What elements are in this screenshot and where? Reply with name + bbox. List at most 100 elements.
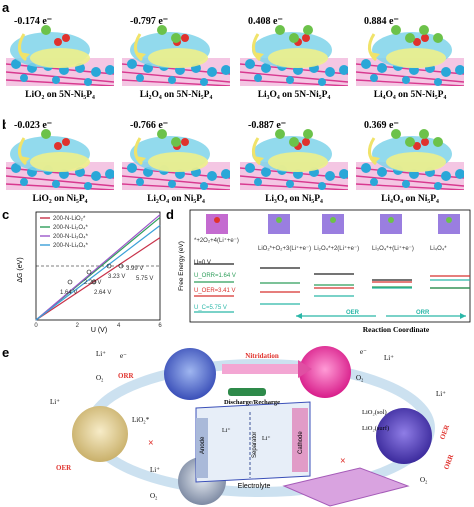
isosurface-render bbox=[6, 25, 114, 86]
isosurface-render bbox=[240, 25, 348, 86]
panel-b-charge: -0.766 e⁻ bbox=[130, 120, 169, 131]
d-thumb-atom bbox=[276, 217, 282, 223]
panel-a-caption: Li₂O₄ on 5N-Ni₅P₄ bbox=[139, 90, 213, 100]
li2o2-block bbox=[282, 467, 410, 507]
d-oer-arrowhead bbox=[296, 313, 302, 319]
panel-a-tile: -0.174 e⁻ bbox=[6, 14, 114, 86]
e-lio2-left: LiO₂* bbox=[132, 416, 150, 424]
e-lio2-sol: LiO₂(sol) bbox=[362, 409, 387, 416]
panel-a-tile: 0.884 e⁻ bbox=[356, 14, 464, 86]
panel-b-tile: 0.369 e⁻ bbox=[356, 118, 464, 190]
d-orr-label: ORR bbox=[416, 310, 430, 316]
car-icon bbox=[228, 388, 266, 396]
d-structure-thumb bbox=[322, 214, 344, 234]
d-oer-label: OER bbox=[346, 310, 360, 316]
d-orr-arrowhead bbox=[460, 313, 466, 319]
panel-a-charge: 0.884 e⁻ bbox=[364, 16, 399, 27]
panel-letter-e: e bbox=[2, 345, 10, 360]
panel-a-caption: Li₄O₄ on 5N-Ni₅P₄ bbox=[373, 90, 447, 100]
c-annot-2.29: 2.29 V bbox=[84, 280, 101, 286]
c-xtick: 4 bbox=[117, 323, 121, 329]
e-li-bottom: Li⁺ bbox=[150, 466, 160, 474]
e-e-top-left: e⁻ bbox=[120, 352, 127, 360]
panel-a-charge: -0.174 e⁻ bbox=[14, 16, 53, 27]
d-plot-frame bbox=[189, 209, 471, 323]
d-thumb-atom bbox=[388, 217, 394, 223]
c-xtick: 0 bbox=[34, 323, 38, 329]
panel-a-caption: Li₃O₄ on 5N-Ni₅P₄ bbox=[257, 90, 331, 100]
panel-b-tile: -0.887 e⁻ bbox=[240, 118, 348, 190]
d-legend-u0: U=0 V bbox=[194, 260, 211, 266]
d-level-0: *+2O₂+4(Li⁺+e⁻) bbox=[194, 237, 239, 244]
e-li-left: Li⁺ bbox=[50, 398, 60, 406]
e-o2-top-left: O₂ bbox=[96, 374, 104, 382]
panel-letter-b: b bbox=[2, 117, 10, 132]
panel-a-charge: 0.408 e⁻ bbox=[248, 16, 283, 27]
d-thumb-atom bbox=[330, 217, 336, 223]
c-series-line bbox=[35, 237, 161, 321]
c-annot-5.75: 5.75 V bbox=[136, 276, 153, 282]
panel-b-caption: Li₄O₄ on Ni₅P₄ bbox=[381, 194, 439, 204]
c-marker bbox=[91, 279, 97, 285]
e-orr-top: ORR bbox=[118, 372, 135, 380]
e-nitridation-label: Nitridation bbox=[245, 352, 279, 360]
c-annot-3.99: 3.99 V bbox=[126, 266, 143, 272]
d-legend-uc: U_C=5.75 V bbox=[194, 305, 227, 311]
d-structure-thumb bbox=[206, 214, 228, 234]
cathode-plate bbox=[292, 408, 308, 472]
e-oer-left: OER bbox=[56, 464, 72, 472]
panel-b-charge: 0.369 e⁻ bbox=[364, 120, 399, 131]
d-legend-uoer: U_OER=3.41 V bbox=[194, 288, 236, 294]
c-annot-1.64: 1.64 V bbox=[60, 290, 77, 296]
e-separator-label: Separator bbox=[252, 432, 258, 458]
e-li-top-left: Li⁺ bbox=[96, 350, 106, 358]
e-o2-bottom: O₂ bbox=[150, 492, 158, 500]
anode-plate bbox=[196, 418, 208, 478]
sphere-ni5p4 bbox=[164, 348, 216, 400]
panel-b-caption: Li₂O₄ on Ni₅P₄ bbox=[147, 194, 205, 204]
c-xlabel: U (V) bbox=[91, 327, 107, 334]
c-annot-2.64: 2.64 V bbox=[94, 290, 111, 296]
d-legend-uorr: U_ORR=1.64 V bbox=[194, 273, 236, 279]
c-ylabel: ΔG (eV) bbox=[17, 257, 24, 282]
e-li-in-cell: Li⁺ bbox=[222, 427, 231, 434]
e-o2-top-right: O₂ bbox=[356, 374, 364, 382]
panel-letter-d: d bbox=[166, 207, 174, 222]
d-xlabel: Reaction Coordinate bbox=[363, 325, 430, 334]
d-thumb-atom bbox=[214, 217, 220, 223]
e-anode-label: Anode bbox=[200, 436, 206, 454]
c-marker bbox=[86, 269, 92, 275]
panel-d-chart: Free Energy (eV) *+2O₂+4(Li⁺+e⁻) LiO₂*+O… bbox=[178, 209, 471, 334]
panel-b-charge: -0.023 e⁻ bbox=[14, 120, 53, 131]
panel-a-caption: LiO₂ on 5N-Ni₅P₄ bbox=[25, 90, 95, 100]
e-electrolyte-label: Electrolyte bbox=[238, 483, 271, 490]
e-li-right: Li⁺ bbox=[436, 390, 446, 398]
isosurface-render bbox=[240, 129, 348, 190]
nitridation-arrowhead bbox=[298, 360, 312, 378]
isosurface-render bbox=[356, 25, 464, 86]
panel-a-tile: -0.797 e⁻ bbox=[122, 14, 230, 86]
d-ylabel: Free Energy (eV) bbox=[178, 241, 185, 291]
sphere-5n-ni5p4 bbox=[299, 346, 351, 398]
d-thumb-atom bbox=[446, 217, 452, 223]
panel-letter-c: c bbox=[2, 207, 10, 222]
e-orr-right: ORR bbox=[442, 452, 455, 470]
e-e-top-right: e⁻ bbox=[360, 348, 367, 356]
d-structure-thumb bbox=[268, 214, 290, 234]
panel-e-schematic: Nitridation Anode Separator Cathode Elec… bbox=[50, 346, 456, 507]
panel-letter-a: a bbox=[2, 0, 10, 15]
isosurface-render bbox=[122, 129, 230, 190]
e-li-top-right: Li⁺ bbox=[384, 354, 394, 362]
c-legend-label: 200-N-LiO₂* bbox=[53, 216, 86, 222]
cross-icon: × bbox=[148, 438, 154, 449]
c-series-line bbox=[35, 214, 161, 321]
isosurface-render bbox=[6, 129, 114, 190]
cross-icon: × bbox=[340, 456, 346, 467]
d-level-4: Li₄O₄* bbox=[430, 246, 447, 252]
panel-b-caption: LiO₂ on Ni₅P₄ bbox=[32, 194, 88, 204]
panel-b-tile: -0.023 e⁻ bbox=[6, 118, 114, 190]
sphere-discharged-left bbox=[72, 406, 128, 462]
e-discharge-label: Discharge/Recharge bbox=[224, 399, 280, 406]
panel-a-charge: -0.797 e⁻ bbox=[130, 16, 169, 27]
c-xtick: 6 bbox=[158, 323, 162, 329]
